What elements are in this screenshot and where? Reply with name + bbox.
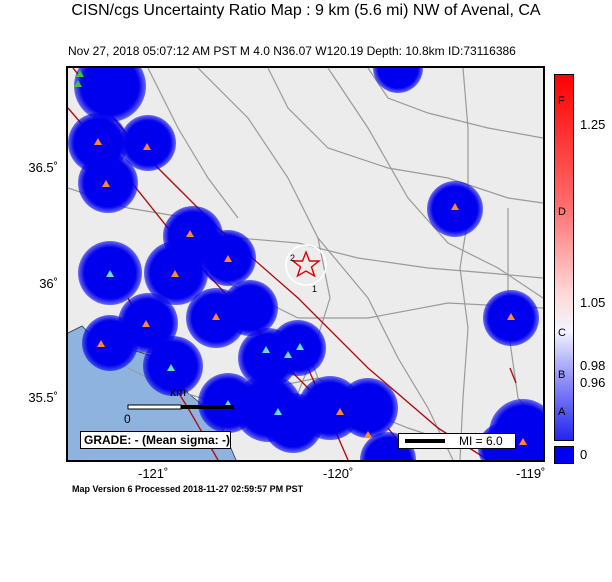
station-markers [74, 70, 527, 445]
grade-box: GRADE: - (Mean sigma: -) [80, 431, 231, 449]
y-tick: 36˚ [39, 276, 58, 291]
grade-letter: D [558, 206, 566, 218]
scale-zero: 0 [124, 412, 131, 426]
x-tick: -119˚ [516, 466, 546, 481]
epicenter-label-1: 1 [312, 284, 317, 294]
grade-letter: B [558, 369, 566, 381]
uncertainty-map: 2 1 km 0 [68, 68, 543, 460]
scale-bar [127, 404, 234, 410]
y-tick: 35.5˚ [28, 390, 58, 405]
x-tick: -121˚ [138, 466, 169, 481]
x-tick: -120˚ [323, 466, 354, 481]
colorbar-label: 0.96 [580, 375, 606, 390]
epicenter-ring [285, 244, 327, 286]
colorbar-label: 0.98 [580, 358, 606, 373]
grade-letter: A [558, 406, 566, 418]
mi-legend-label: MI = 6.0 [459, 434, 503, 448]
colorbar-label: 0 [580, 447, 588, 462]
mi-legend-bar [405, 439, 445, 443]
grade-letter: C [558, 327, 566, 339]
map-title: CISN/cgs Uncertainty Ratio Map : 9 km (5… [71, 2, 541, 19]
colorbar [554, 74, 574, 441]
colorbar-label: 1.25 [580, 117, 606, 132]
colorbar-label: 1.05 [580, 295, 606, 310]
mi-legend: MI = 6.0 [398, 433, 516, 449]
event-info: Nov 27, 2018 05:07:12 AM PST M 4.0 N36.0… [68, 44, 516, 58]
processing-footer: Map Version 6 Processed 2018-11-27 02:59… [72, 484, 304, 494]
y-tick: 36.5˚ [28, 160, 58, 175]
colorbar-min-swatch [554, 446, 574, 464]
scale-unit: km [170, 385, 186, 399]
map-frame [66, 66, 545, 462]
epicenter-label-2: 2 [290, 253, 295, 263]
epicenter-star-icon [291, 250, 321, 278]
grade-letter: F [558, 95, 565, 107]
